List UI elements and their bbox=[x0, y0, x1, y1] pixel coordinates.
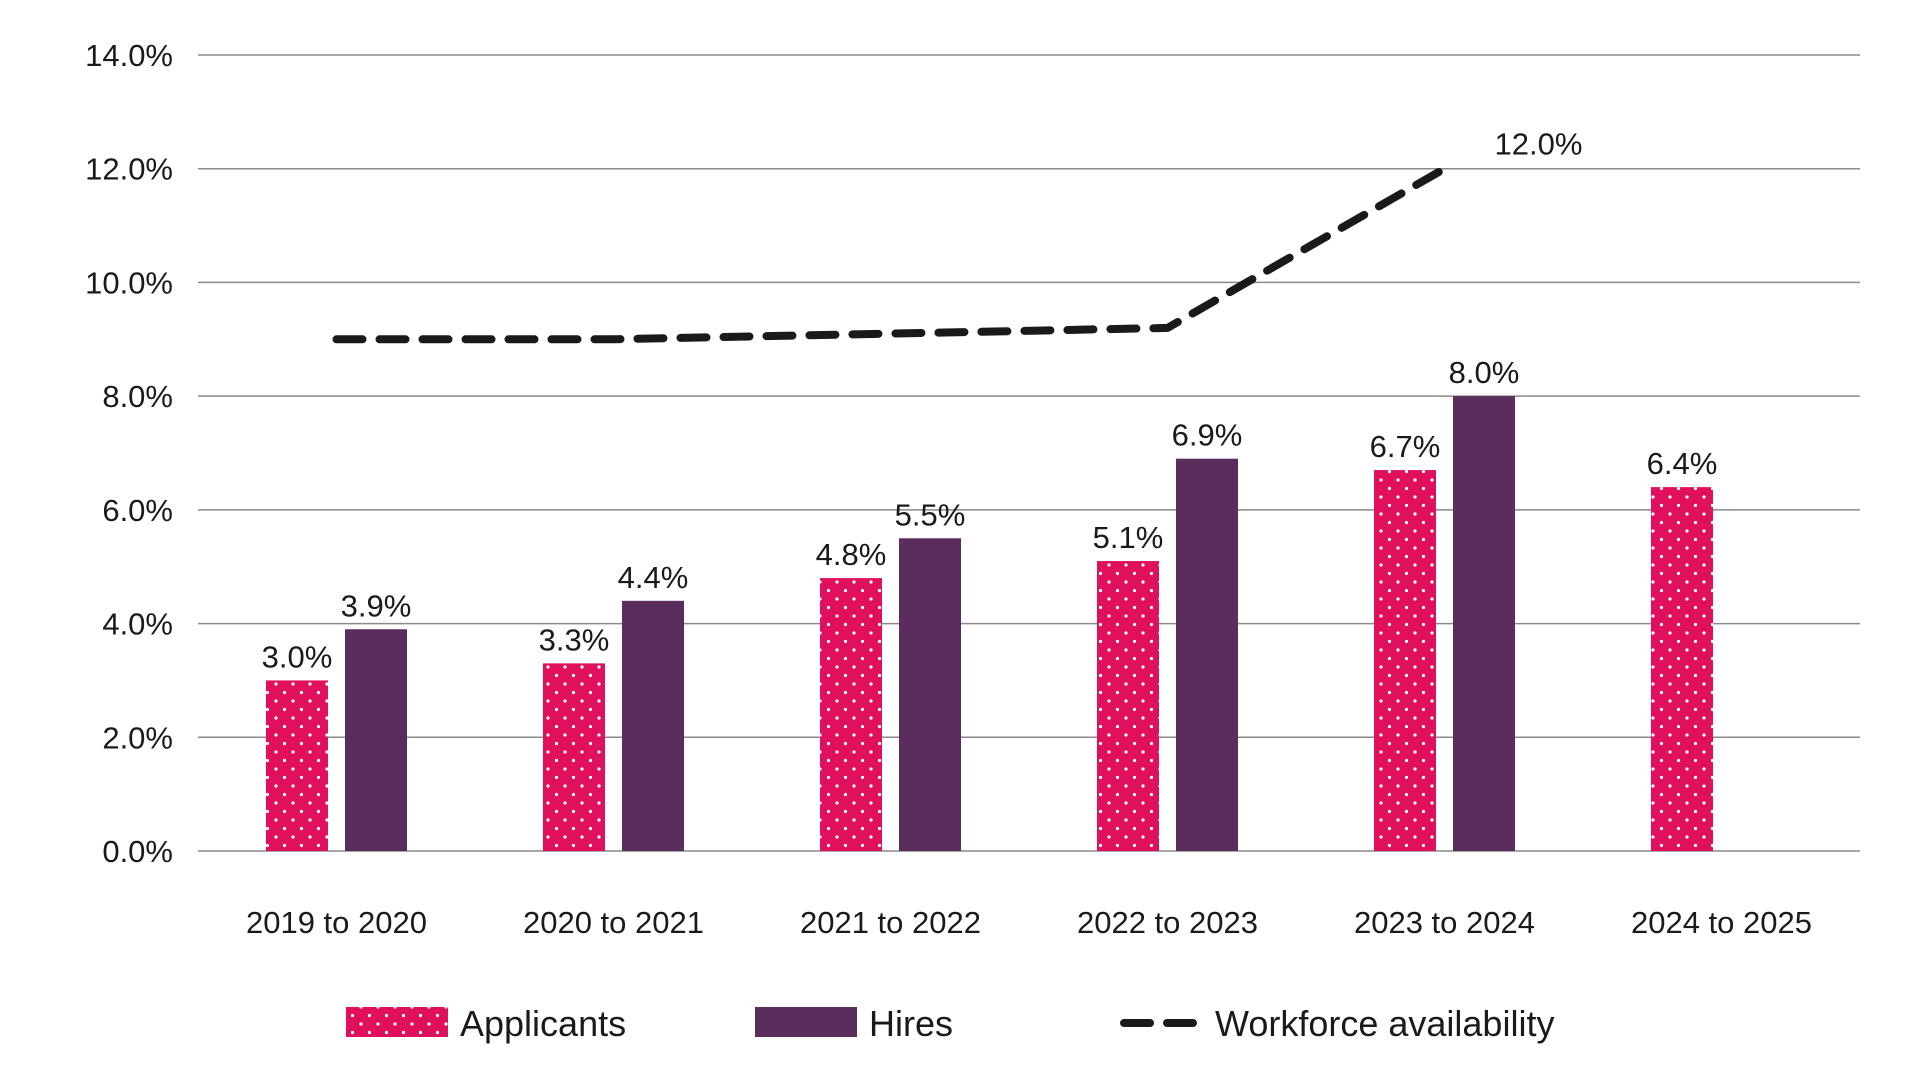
y-tick-label: 10.0% bbox=[85, 265, 173, 300]
legend-label: Hires bbox=[869, 1003, 953, 1044]
data-label: 4.8% bbox=[816, 537, 887, 572]
x-tick-label: 2020 to 2021 bbox=[523, 905, 704, 940]
data-label: 8.0% bbox=[1449, 355, 1520, 390]
data-label: 6.4% bbox=[1647, 446, 1718, 481]
data-label: 5.1% bbox=[1093, 520, 1164, 555]
applicants-bar bbox=[1651, 487, 1713, 851]
x-tick-label: 2019 to 2020 bbox=[246, 905, 427, 940]
y-tick-label: 12.0% bbox=[85, 152, 173, 187]
applicants-bar bbox=[1097, 561, 1159, 851]
data-label: 4.4% bbox=[618, 560, 689, 595]
y-tick-label: 2.0% bbox=[102, 720, 173, 755]
hires-legend-swatch bbox=[755, 1007, 857, 1037]
y-tick-label: 0.0% bbox=[102, 834, 173, 869]
x-tick-label: 2023 to 2024 bbox=[1354, 905, 1535, 940]
applicants-bar bbox=[820, 578, 882, 851]
legend-label: Workforce availability bbox=[1215, 1003, 1554, 1044]
x-tick-label: 2021 to 2022 bbox=[800, 905, 981, 940]
legend-label: Applicants bbox=[460, 1003, 626, 1044]
y-tick-label: 4.0% bbox=[102, 607, 173, 642]
data-label: 3.0% bbox=[262, 639, 333, 674]
data-label: 12.0% bbox=[1495, 127, 1583, 162]
workforce-availability-line bbox=[332, 164, 1449, 344]
applicants-bar bbox=[266, 680, 328, 851]
applicants-bar bbox=[1374, 470, 1436, 851]
x-tick-label: 2024 to 2025 bbox=[1631, 905, 1812, 940]
line-layer bbox=[332, 164, 1449, 344]
hires-bar bbox=[622, 600, 684, 851]
data-label: 6.9% bbox=[1172, 418, 1243, 453]
hires-bar bbox=[899, 538, 961, 851]
data-label: 3.9% bbox=[341, 588, 412, 623]
data-label: 5.5% bbox=[895, 497, 966, 532]
y-tick-label: 14.0% bbox=[85, 38, 173, 73]
data-label: 6.7% bbox=[1370, 429, 1441, 464]
legend: Applicants Hires Workforce availability bbox=[346, 1003, 1554, 1044]
hires-bar bbox=[1176, 458, 1238, 851]
y-tick-label: 8.0% bbox=[102, 379, 173, 414]
hires-bar bbox=[345, 629, 407, 851]
grid-layer: 0.0% 2.0% 4.0% 6.0% 8.0% 10.0% 12.0% 14.0% bbox=[85, 38, 1860, 869]
bars-layer bbox=[266, 396, 1713, 851]
data-label: 3.3% bbox=[539, 622, 610, 657]
y-tick-label: 6.0% bbox=[102, 493, 173, 528]
applicants-bar bbox=[543, 663, 605, 851]
applicants-legend-swatch bbox=[346, 1007, 448, 1037]
hires-bar bbox=[1453, 396, 1515, 851]
labels-layer: 2019 to 2020 2020 to 2021 2021 to 2022 2022… bbox=[246, 127, 1812, 940]
x-tick-label: 2022 to 2023 bbox=[1077, 905, 1258, 940]
